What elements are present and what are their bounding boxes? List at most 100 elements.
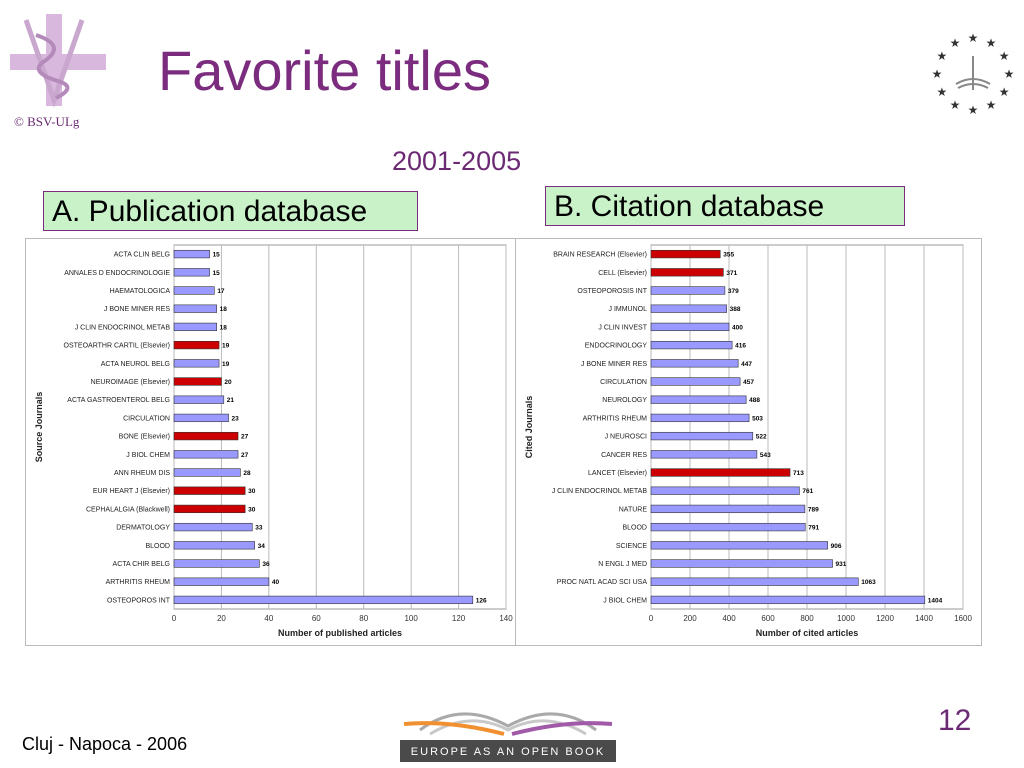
x-tick-label: 40 [264, 614, 273, 623]
bar [650, 286, 726, 295]
value-label: 23 [232, 415, 240, 422]
bar [173, 431, 239, 441]
category-label: OSTEOPOROS INT [107, 597, 171, 604]
period-label: 2001-2005 [392, 146, 522, 176]
value-label: 15 [213, 252, 221, 259]
bar [173, 522, 253, 532]
x-tick-label: 80 [359, 614, 368, 623]
bar [650, 249, 721, 259]
category-label: J BIOL CHEM [603, 597, 647, 604]
bar [650, 431, 754, 441]
copyright-text: © BSV-ULg [14, 114, 80, 129]
category-label: J BIOL CHEM [126, 452, 170, 459]
europe-open-book-logo: EUROPE AS AN OPEN BOOK [400, 712, 616, 762]
value-label: 27 [241, 434, 249, 441]
plot-frame [173, 244, 507, 610]
bar [173, 268, 210, 277]
value-label: 40 [272, 579, 280, 586]
value-label: 1063 [861, 579, 876, 586]
bsv-ulg-logo [10, 14, 106, 108]
bar [650, 522, 806, 532]
bar [173, 595, 474, 605]
value-label: 543 [760, 452, 771, 459]
x-tick-label: 0 [172, 614, 177, 623]
value-label: 19 [222, 343, 230, 350]
value-label: 20 [224, 379, 232, 386]
category-label: DERMATOLOGY [116, 525, 170, 532]
value-label: 931 [836, 561, 847, 568]
bar [173, 249, 210, 259]
value-label: 488 [749, 397, 760, 404]
bar [173, 304, 217, 313]
bar [650, 595, 926, 605]
category-label: BONE (Elsevier) [119, 434, 170, 441]
bar [650, 468, 791, 477]
bar [650, 395, 747, 404]
value-label: 400 [732, 324, 743, 331]
bar [650, 486, 800, 495]
star-icon: ★ [986, 36, 997, 50]
bar [650, 413, 750, 423]
star-icon: ★ [950, 98, 961, 112]
category-label: ARTHRITIS RHEUM [106, 579, 171, 586]
value-label: 19 [222, 361, 230, 368]
bar [650, 541, 828, 550]
x-tick-label: 1000 [837, 614, 855, 623]
star-icon: ★ [936, 49, 947, 63]
bar [173, 340, 220, 350]
category-label: J BONE MINER RES [581, 361, 647, 368]
star-icon: ★ [936, 85, 947, 99]
bar [650, 268, 724, 277]
category-label: ACTA GASTROENTEROL BELG [67, 397, 170, 404]
value-label: 388 [730, 306, 741, 313]
category-label: ANN RHEUM DIS [114, 470, 170, 477]
category-label: CEPHALALGIA (Blackwell) [86, 506, 170, 513]
value-label: 522 [756, 434, 767, 441]
category-label: N ENGL J MED [598, 561, 647, 568]
value-label: 713 [793, 470, 804, 477]
value-label: 36 [262, 561, 270, 568]
x-tick-label: 200 [683, 614, 697, 623]
category-label: CANCER RES [601, 452, 647, 459]
category-label: OSTEOPOROSIS INT [577, 288, 647, 295]
bottom-logo-text: EUROPE AS AN OPEN BOOK [411, 746, 605, 758]
star-icon: ★ [999, 85, 1010, 99]
value-label: 30 [248, 488, 256, 495]
x-axis-label: Number of cited articles [756, 628, 859, 638]
star-icon: ★ [932, 67, 943, 81]
bar [650, 322, 730, 332]
bar [650, 304, 727, 313]
bar [650, 359, 739, 368]
value-label: 30 [248, 506, 256, 513]
x-tick-label: 600 [761, 614, 775, 623]
publication-chart: 0 20 40 60 80 100 120 140 ACTA CLIN BELG 15 ANNALE… [25, 238, 517, 646]
category-label: NATURE [619, 506, 648, 513]
category-label: ACTA CLIN BELG [114, 252, 170, 259]
value-label: 28 [243, 470, 251, 477]
category-label: HAEMATOLOGICA [110, 288, 171, 295]
value-label: 355 [723, 252, 734, 259]
bar [650, 340, 733, 350]
value-label: 457 [743, 379, 754, 386]
bar [173, 504, 246, 514]
value-label: 791 [808, 525, 819, 532]
value-label: 34 [258, 543, 266, 550]
value-label: 447 [741, 361, 752, 368]
europe-stars-logo: ★ ★★★★★★★★★★★ [932, 31, 1015, 117]
x-tick-label: 100 [404, 614, 418, 623]
category-label: SCIENCE [616, 543, 647, 550]
bar [173, 486, 246, 495]
category-label: CELL (Elsevier) [598, 270, 647, 277]
bar [173, 450, 239, 459]
citation-database-label: B. Citation database [545, 186, 905, 226]
x-tick-label: 140 [499, 614, 513, 623]
x-tick-label: 20 [217, 614, 226, 623]
value-label: 18 [220, 306, 228, 313]
value-label: 416 [735, 343, 746, 350]
category-label: BLOOD [622, 525, 647, 532]
category-label: J CLIN INVEST [598, 324, 647, 331]
bar [173, 559, 260, 568]
bar [173, 322, 217, 332]
footer-location: Cluj - Napoca - 2006 [22, 734, 188, 754]
bar [173, 395, 225, 404]
